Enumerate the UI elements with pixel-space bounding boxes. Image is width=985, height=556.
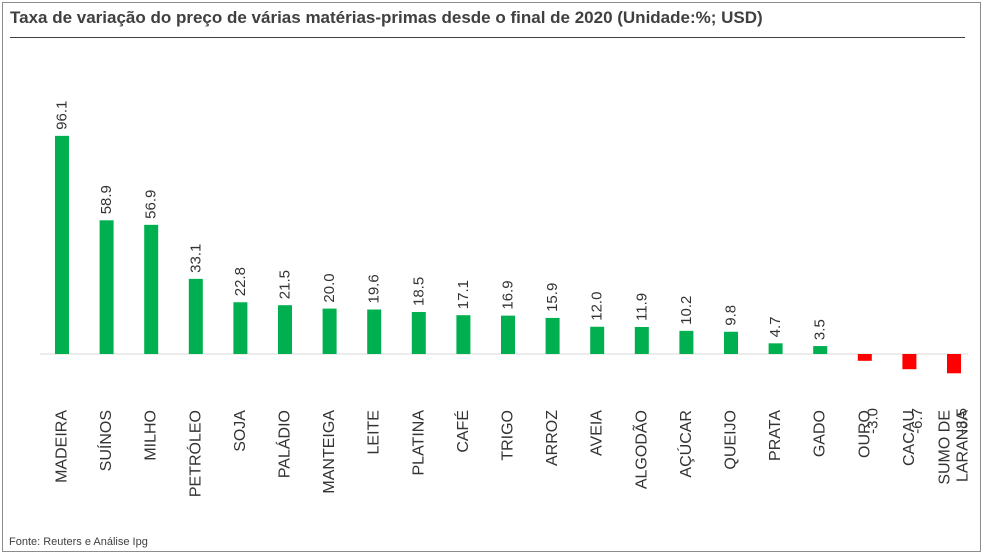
bar [322, 308, 337, 354]
bar [367, 309, 382, 354]
value-label: 4.7 [767, 316, 784, 337]
value-label: 11.9 [633, 293, 650, 321]
category-label: LEITE [366, 410, 383, 454]
bar [144, 224, 159, 354]
category-label: ARROZ [544, 410, 561, 466]
value-label: 17.1 [455, 280, 472, 309]
value-label: -8.5 [954, 408, 971, 434]
category-label: CACAU [901, 410, 918, 466]
bar [99, 220, 114, 354]
category-label: SUÍNOS [96, 410, 115, 471]
value-label: 22.8 [232, 267, 249, 296]
value-label: 10.2 [678, 296, 695, 325]
category-label: ALGODÃO [630, 410, 650, 489]
bar [679, 330, 694, 354]
bar [456, 315, 471, 354]
value-label: 19.6 [366, 274, 383, 303]
title-divider [10, 37, 965, 38]
value-label: 20.0 [321, 273, 338, 302]
category-label: CAFÉ [453, 410, 472, 453]
bar [501, 315, 515, 354]
bar [768, 343, 783, 354]
value-label: -6.7 [909, 408, 926, 434]
value-label: 3.5 [812, 319, 829, 340]
category-label: PLATINA [410, 410, 427, 476]
category-label: PRATA [767, 410, 784, 461]
category-label: SOJA [232, 410, 249, 452]
bar [634, 326, 649, 354]
bar [411, 312, 426, 354]
value-label: 12.0 [589, 292, 606, 321]
category-label: QUEIJO [723, 410, 740, 470]
bar [55, 135, 69, 354]
category-label: TRIGO [500, 410, 517, 461]
value-label: 18.5 [410, 277, 427, 306]
category-label: LARANJA [955, 410, 972, 482]
value-label: 56.9 [143, 190, 160, 219]
category-label: MILHO [143, 410, 160, 461]
category-label: PETRÓLEO [185, 410, 204, 497]
bar [813, 346, 828, 354]
bar [233, 302, 248, 354]
value-label: -3.0 [864, 408, 881, 434]
value-label: 16.9 [500, 280, 517, 309]
bar [857, 354, 872, 361]
category-label: MANTEIGA [321, 410, 338, 494]
value-label: 96.1 [54, 101, 71, 130]
bar [590, 326, 605, 354]
category-label: PALÁDIO [275, 410, 294, 478]
bar [188, 278, 203, 354]
category-label: OURO [856, 410, 873, 458]
category-label: MADEIRA [54, 410, 71, 483]
category-label: GADO [812, 410, 829, 457]
value-label: 9.8 [723, 305, 740, 326]
chart-title: Taxa de variação do preço de várias maté… [10, 8, 763, 27]
bar [724, 331, 738, 354]
bar [278, 305, 292, 354]
value-label: 15.9 [544, 283, 561, 312]
category-label: AÇÚCAR [676, 410, 695, 478]
bar [947, 354, 961, 374]
bar [902, 354, 917, 370]
category-label: AVEIA [589, 410, 606, 456]
category-label: SUMO DE [937, 410, 954, 485]
value-label: 33.1 [187, 244, 204, 273]
value-label: 21.5 [277, 270, 294, 299]
value-label: 58.9 [98, 185, 115, 214]
source-note: Fonte: Reuters e Análise Ipg [9, 536, 148, 548]
bar [545, 317, 560, 354]
